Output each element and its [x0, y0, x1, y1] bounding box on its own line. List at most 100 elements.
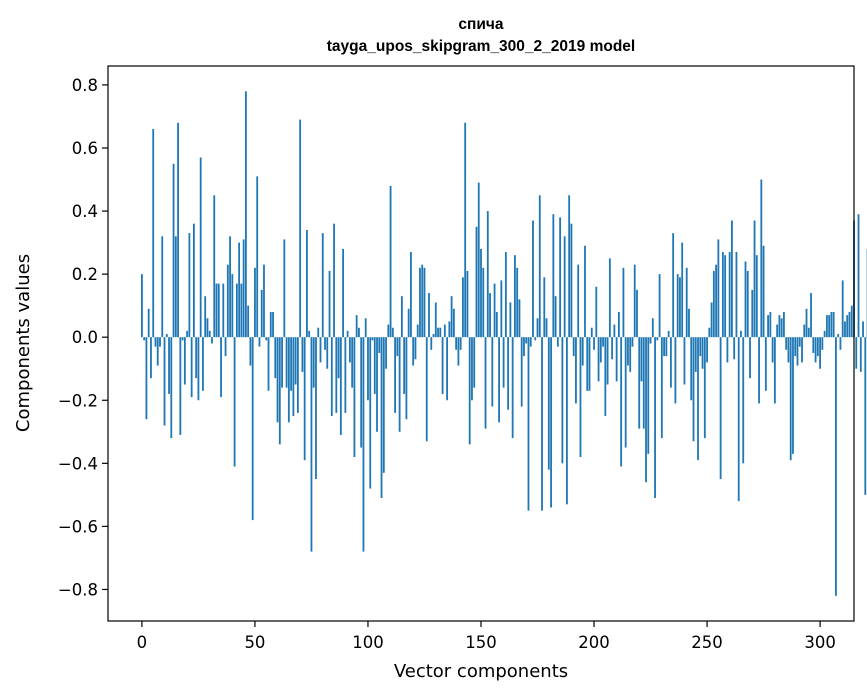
bar [650, 337, 652, 343]
bar [810, 293, 812, 337]
bar [819, 337, 821, 369]
bar [713, 271, 715, 337]
bar [369, 337, 371, 488]
bar [415, 337, 417, 359]
bar [234, 337, 236, 466]
y-axis: 0.80.60.40.20.0−0.2−0.4−0.6−0.8 [58, 76, 108, 600]
y-tick-label: −0.4 [58, 454, 98, 473]
bar [442, 337, 444, 394]
bar [505, 252, 507, 337]
bar [349, 337, 351, 362]
bar [166, 334, 168, 337]
bar [672, 233, 674, 337]
bar [184, 337, 186, 384]
bar [681, 243, 683, 338]
x-tick-label: 0 [137, 633, 148, 652]
bar [193, 224, 195, 338]
y-tick-label: 0.8 [72, 76, 98, 95]
bar [478, 183, 480, 338]
bar [155, 337, 157, 346]
bar [830, 312, 832, 337]
bar [435, 303, 437, 338]
bar [575, 337, 577, 403]
bar [279, 337, 281, 444]
bar [706, 337, 708, 362]
bar [686, 268, 688, 337]
bar [315, 337, 317, 479]
bar [595, 287, 597, 337]
bar [200, 157, 202, 337]
bar [756, 255, 758, 337]
bar [589, 337, 591, 391]
bar [268, 337, 270, 391]
bar [457, 337, 459, 365]
bar [433, 334, 435, 337]
bar [460, 337, 462, 350]
bar [322, 233, 324, 337]
bar [198, 337, 200, 400]
bar [702, 337, 704, 369]
bar [760, 180, 762, 338]
bar [577, 265, 579, 338]
bar [525, 337, 527, 343]
bar [302, 337, 304, 372]
bar [188, 233, 190, 337]
bar [582, 337, 584, 365]
bar [277, 337, 279, 422]
bar [392, 328, 394, 337]
bar [245, 91, 247, 337]
bar [308, 331, 310, 337]
bar [297, 337, 299, 413]
bar [616, 337, 618, 381]
bar [141, 274, 143, 337]
bar [647, 337, 649, 454]
bar [697, 337, 699, 460]
bar [684, 337, 686, 384]
bar [806, 309, 808, 337]
bar [632, 337, 634, 346]
bar [498, 337, 500, 422]
bar [758, 337, 760, 403]
bar [620, 337, 622, 466]
bar [410, 252, 412, 337]
bar [656, 337, 658, 340]
bar [381, 337, 383, 498]
bar [329, 271, 331, 337]
bar [164, 337, 166, 425]
bar [826, 315, 828, 337]
bar [733, 337, 735, 359]
bar [469, 337, 471, 444]
bar [455, 337, 457, 350]
bar [801, 337, 803, 362]
bar [516, 268, 518, 337]
bar [580, 337, 582, 457]
bar [543, 277, 545, 337]
bar [591, 328, 593, 337]
bar [437, 328, 439, 337]
bar [299, 120, 301, 338]
bar [736, 252, 738, 337]
bar [227, 265, 229, 338]
bar [399, 337, 401, 432]
bar [421, 265, 423, 338]
bar [607, 337, 609, 384]
bar [374, 337, 376, 394]
bar [313, 337, 315, 387]
bar [417, 325, 419, 338]
bar [849, 312, 851, 337]
bar [598, 337, 600, 381]
bar [747, 271, 749, 337]
bar [489, 293, 491, 337]
bar [473, 337, 475, 387]
bar [446, 337, 448, 400]
bar [858, 214, 860, 337]
bar [564, 236, 566, 337]
bar [358, 328, 360, 337]
bar [338, 337, 340, 378]
bar [844, 321, 846, 337]
bar [272, 312, 274, 337]
bar [209, 331, 211, 337]
bar [256, 176, 258, 337]
bar [860, 337, 862, 372]
bar [146, 337, 148, 419]
